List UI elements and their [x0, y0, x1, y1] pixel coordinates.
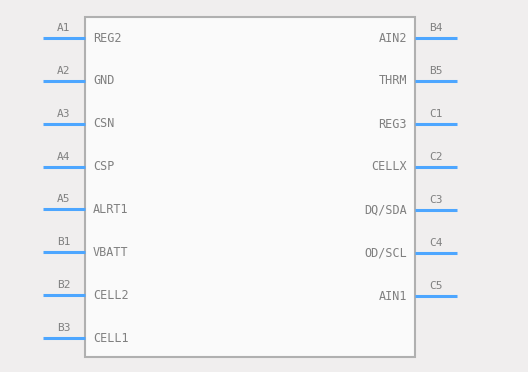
- Text: CELLX: CELLX: [371, 160, 407, 173]
- Text: ALRT1: ALRT1: [93, 203, 129, 216]
- Text: OD/SCL: OD/SCL: [364, 247, 407, 260]
- Text: AIN1: AIN1: [379, 289, 407, 302]
- Text: A5: A5: [57, 195, 71, 205]
- Text: A1: A1: [57, 23, 71, 33]
- Text: C4: C4: [429, 238, 443, 248]
- Text: CELL1: CELL1: [93, 331, 129, 344]
- Text: A4: A4: [57, 151, 71, 161]
- Text: DQ/SDA: DQ/SDA: [364, 203, 407, 217]
- Text: THRM: THRM: [379, 74, 407, 87]
- Text: B2: B2: [57, 280, 71, 290]
- Text: CELL2: CELL2: [93, 289, 129, 302]
- Text: C1: C1: [429, 109, 443, 119]
- Text: AIN2: AIN2: [379, 32, 407, 45]
- Text: VBATT: VBATT: [93, 246, 129, 259]
- Text: A3: A3: [57, 109, 71, 119]
- Text: GND: GND: [93, 74, 115, 87]
- Text: REG3: REG3: [379, 118, 407, 131]
- FancyBboxPatch shape: [85, 17, 415, 357]
- Text: C2: C2: [429, 152, 443, 162]
- Text: C3: C3: [429, 195, 443, 205]
- Text: CSN: CSN: [93, 117, 115, 130]
- Text: B3: B3: [57, 323, 71, 333]
- Text: B1: B1: [57, 237, 71, 247]
- Text: B5: B5: [429, 66, 443, 76]
- Text: A2: A2: [57, 66, 71, 76]
- Text: CSP: CSP: [93, 160, 115, 173]
- Text: C5: C5: [429, 281, 443, 291]
- Text: B4: B4: [429, 23, 443, 33]
- Text: REG2: REG2: [93, 32, 121, 45]
